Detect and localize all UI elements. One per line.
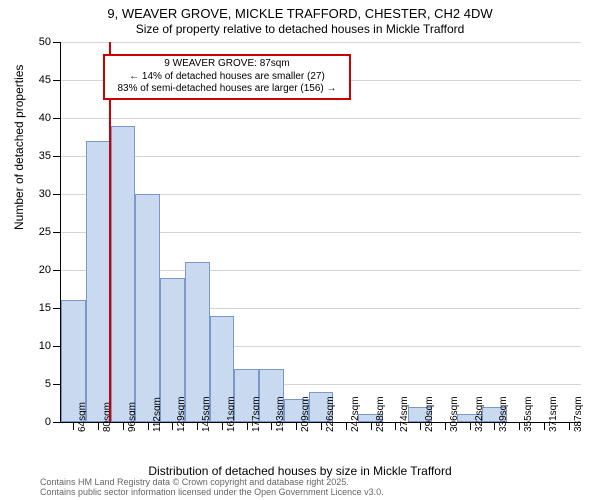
chart-subtitle: Size of property relative to detached ho… <box>0 22 600 36</box>
y-tick <box>53 422 61 423</box>
gridline <box>61 156 581 157</box>
x-tick <box>197 422 198 430</box>
x-tick <box>494 422 495 430</box>
y-tick-label: 20 <box>39 264 51 276</box>
y-tick <box>53 80 61 81</box>
y-tick <box>53 308 61 309</box>
x-tick-label: 339sqm <box>498 396 509 432</box>
histogram-bar <box>135 194 160 422</box>
y-tick <box>53 346 61 347</box>
chart-container: 9, WEAVER GROVE, MICKLE TRAFFORD, CHESTE… <box>0 0 600 500</box>
y-tick-label: 0 <box>45 416 51 428</box>
chart-title: 9, WEAVER GROVE, MICKLE TRAFFORD, CHESTE… <box>0 6 600 21</box>
x-tick <box>544 422 545 430</box>
y-axis-title: Number of detached properties <box>12 65 26 230</box>
x-tick <box>445 422 446 430</box>
y-tick-label: 40 <box>39 112 51 124</box>
x-tick <box>395 422 396 430</box>
y-tick-label: 30 <box>39 188 51 200</box>
y-tick <box>53 156 61 157</box>
y-tick-label: 5 <box>45 378 51 390</box>
y-tick-label: 50 <box>39 36 51 48</box>
gridline <box>61 42 581 43</box>
x-tick <box>172 422 173 430</box>
x-tick <box>470 422 471 430</box>
y-tick-label: 45 <box>39 74 51 86</box>
x-tick <box>247 422 248 430</box>
x-tick <box>271 422 272 430</box>
histogram-bar <box>86 141 111 422</box>
footer-line: Contains public sector information licen… <box>40 488 384 498</box>
y-tick <box>53 384 61 385</box>
plot-area: 0510152025303540455064sqm80sqm96sqm112sq… <box>60 42 581 423</box>
x-tick <box>73 422 74 430</box>
histogram-bar <box>111 126 136 422</box>
y-tick <box>53 270 61 271</box>
x-tick <box>519 422 520 430</box>
x-tick <box>98 422 99 430</box>
y-tick <box>53 194 61 195</box>
x-axis-title: Distribution of detached houses by size … <box>0 464 600 478</box>
x-tick <box>321 422 322 430</box>
footer-attribution: Contains HM Land Registry data © Crown c… <box>40 478 384 498</box>
annotation-box: 9 WEAVER GROVE: 87sqm← 14% of detached h… <box>103 54 351 100</box>
x-tick-label: 290sqm <box>424 396 435 432</box>
x-tick <box>296 422 297 430</box>
x-tick-label: 258sqm <box>375 396 386 432</box>
x-tick <box>371 422 372 430</box>
x-tick-label: 226sqm <box>325 396 336 432</box>
y-tick-label: 10 <box>39 340 51 352</box>
y-tick-label: 25 <box>39 226 51 238</box>
annotation-line: 9 WEAVER GROVE: 87sqm <box>109 58 345 71</box>
x-tick <box>148 422 149 430</box>
x-tick-label: 387sqm <box>573 396 584 432</box>
y-tick <box>53 42 61 43</box>
x-tick-label: 371sqm <box>548 396 559 432</box>
x-tick-label: 355sqm <box>523 396 534 432</box>
y-tick <box>53 232 61 233</box>
y-tick <box>53 118 61 119</box>
y-tick-label: 35 <box>39 150 51 162</box>
x-tick <box>420 422 421 430</box>
x-tick <box>222 422 223 430</box>
x-tick <box>346 422 347 430</box>
y-tick-label: 15 <box>39 302 51 314</box>
x-tick <box>569 422 570 430</box>
gridline <box>61 118 581 119</box>
x-tick <box>123 422 124 430</box>
annotation-line: ← 14% of detached houses are smaller (27… <box>109 71 345 84</box>
annotation-line: 83% of semi-detached houses are larger (… <box>109 83 345 96</box>
